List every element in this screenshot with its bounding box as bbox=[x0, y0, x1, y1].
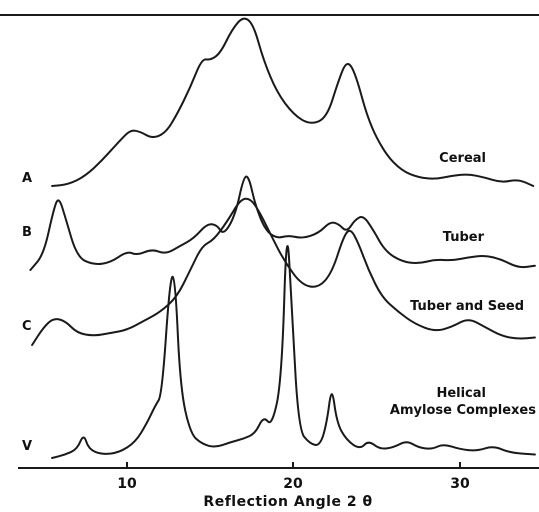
curve-c-name: Tuber and Seed bbox=[410, 299, 524, 314]
curve-a-cereal bbox=[51, 17, 535, 187]
curve-v-name-line-1: Helical bbox=[436, 386, 486, 401]
x-tick-label-30: 30 bbox=[450, 476, 470, 492]
curve-a-letter: A bbox=[22, 171, 32, 186]
curve-b-letter: B bbox=[22, 225, 32, 240]
curve-v-letter: V bbox=[22, 439, 32, 454]
x-tick-label-20: 20 bbox=[283, 476, 303, 492]
curve-c-letter: C bbox=[22, 319, 32, 334]
curve-c-tuber-and-seed bbox=[31, 197, 536, 346]
x-axis-label: Reflection Angle 2 θ bbox=[203, 494, 372, 510]
curve-b-name: Tuber bbox=[443, 230, 485, 245]
x-tick-label-10: 10 bbox=[117, 476, 137, 492]
curve-v-helical-amylose bbox=[51, 245, 536, 459]
curve-v-name-line-2: Amylose Complexes bbox=[390, 403, 536, 418]
curve-a-name: Cereal bbox=[439, 151, 486, 166]
